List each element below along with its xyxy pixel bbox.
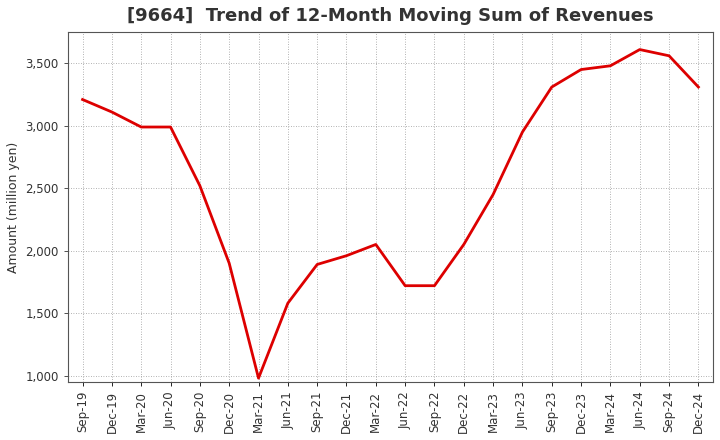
Y-axis label: Amount (million yen): Amount (million yen): [7, 141, 20, 273]
Title: [9664]  Trend of 12-Month Moving Sum of Revenues: [9664] Trend of 12-Month Moving Sum of R…: [127, 7, 654, 25]
